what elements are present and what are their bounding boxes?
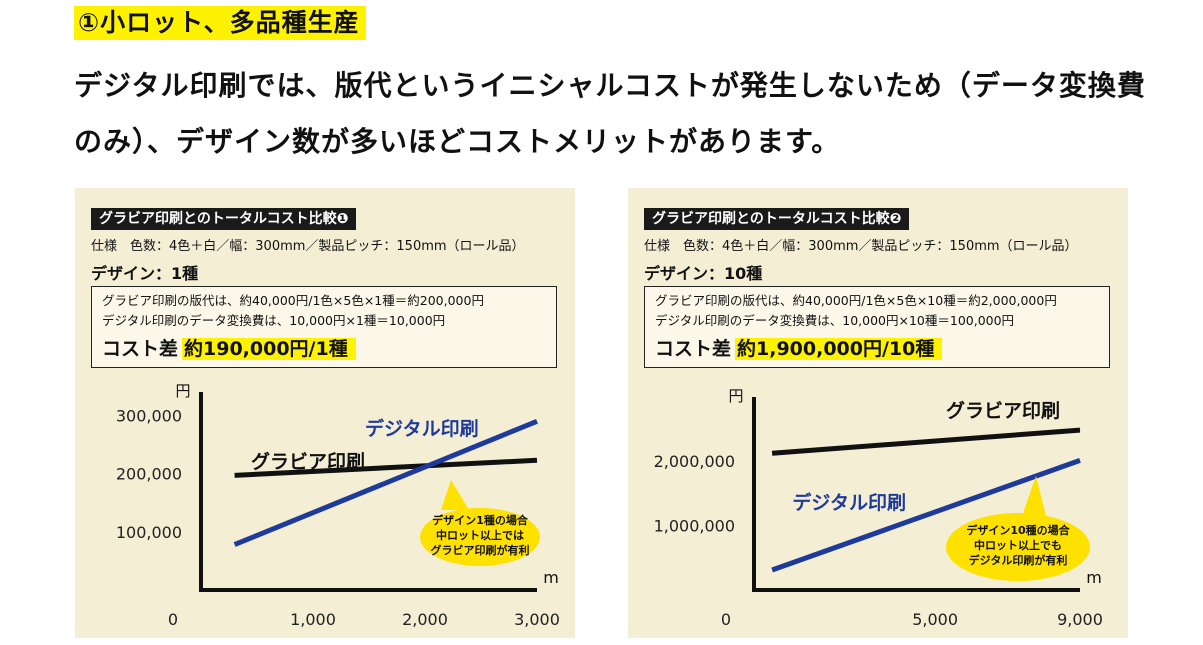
spec-text: 仕様 色数：4色＋白／幅：300mm／製品ピッチ：150mm（ロール品） bbox=[644, 239, 1078, 254]
callout-tail bbox=[1022, 476, 1046, 516]
digital-conversion-cost: デジタル印刷のデータ変換費は、10,000円×10種＝100,000円 bbox=[655, 313, 1015, 328]
y-axis-unit: 円 bbox=[175, 382, 190, 400]
y-tick-label: 300,000 bbox=[116, 406, 182, 425]
y-tick-label: 1,000,000 bbox=[654, 517, 735, 536]
callout-tail bbox=[441, 480, 469, 510]
callout-text: 中ロット以上でも bbox=[974, 538, 1062, 552]
design-count: デザイン：1種 bbox=[91, 264, 199, 283]
x-axis-unit: m bbox=[1086, 568, 1102, 587]
x-tick-label: 0 bbox=[168, 610, 178, 629]
y-tick-label: 2,000,000 bbox=[654, 452, 735, 471]
x-tick-label: 3,000 bbox=[514, 610, 560, 629]
series-label-digital: デジタル印刷 bbox=[365, 417, 479, 440]
callout-bubble bbox=[946, 513, 1090, 581]
series-line-digital bbox=[771, 458, 1081, 573]
panel-title: グラビア印刷とのトータルコスト比較❶ bbox=[91, 208, 357, 230]
y-axis-unit: 円 bbox=[728, 387, 743, 405]
cost-difference-label: コスト差 bbox=[102, 338, 179, 360]
x-axis-unit: m bbox=[543, 568, 559, 587]
cost-difference: コスト差 約1,900,000円/10種 bbox=[655, 335, 943, 363]
gravure-plate-cost: グラビア印刷の版代は、約40,000円/1色×5色×1種＝約200,000円 bbox=[102, 293, 484, 308]
cost-box: グラビア印刷の版代は、約40,000円/1色×5色×1種＝約200,000円 デ… bbox=[91, 286, 557, 368]
series-label-digital: デジタル印刷 bbox=[792, 491, 906, 514]
callout-text: デザイン10種の場合 bbox=[966, 523, 1070, 537]
digital-conversion-cost: デジタル印刷のデータ変換費は、10,000円×1種＝10,000円 bbox=[102, 313, 446, 328]
y-tick-label: 100,000 bbox=[116, 523, 182, 542]
callout-bubble bbox=[420, 508, 540, 566]
y-tick-label: 200,000 bbox=[116, 465, 182, 484]
cost-chart-1: 円 m 100,000 200,000 300,000 0 1,000 2,000 3,000 グ… bbox=[116, 382, 560, 629]
section-heading: ①小ロット、多品種生産 bbox=[74, 6, 366, 40]
comparison-panel-1: グラビア印刷とのトータルコスト比較❶ 仕様 色数：4色＋白／幅：300mm／製品… bbox=[75, 188, 575, 638]
gravure-plate-cost: グラビア印刷の版代は、約40,000円/1色×5色×10種＝約2,000,000… bbox=[655, 293, 1057, 308]
cost-box: グラビア印刷の版代は、約40,000円/1色×5色×10種＝約2,000,000… bbox=[644, 286, 1110, 368]
callout-text: デジタル印刷が有利 bbox=[969, 553, 1068, 567]
lead-text: デジタル印刷では、版代というイニシャルコストが発生しないため（データ変換費のみ）… bbox=[74, 69, 1146, 158]
spec-text: 仕様 色数：4色＋白／幅：300mm／製品ピッチ：150mm（ロール品） bbox=[91, 239, 525, 254]
callout-text: デザイン1種の場合 bbox=[432, 513, 529, 527]
cost-difference-value: 約190,000円/1種 bbox=[182, 338, 356, 360]
cost-difference-label: コスト差 bbox=[655, 338, 732, 360]
series-line-gravure bbox=[771, 427, 1081, 456]
callout-text: 中ロット以上では bbox=[436, 528, 524, 542]
panel-title: グラビア印刷とのトータルコスト比較❷ bbox=[644, 208, 910, 230]
cost-difference: コスト差 約190,000円/1種 bbox=[102, 335, 356, 363]
cost-difference-value: 約1,900,000円/10種 bbox=[735, 338, 943, 360]
callout-text: グラビア印刷が有利 bbox=[431, 543, 530, 557]
cost-chart-2: 円 m 1,000,000 2,000,000 0 5,000 9,000 グラビア印刷デジタ… bbox=[654, 387, 1103, 629]
x-tick-label: 2,000 bbox=[402, 610, 448, 629]
series-line-digital bbox=[233, 418, 538, 547]
series-label-gravure: グラビア印刷 bbox=[946, 399, 1060, 422]
x-tick-label: 0 bbox=[721, 610, 731, 629]
design-count: デザイン：10種 bbox=[644, 264, 763, 283]
x-tick-label: 9,000 bbox=[1057, 610, 1103, 629]
x-tick-label: 1,000 bbox=[290, 610, 336, 629]
series-label-gravure: グラビア印刷 bbox=[251, 450, 365, 473]
x-tick-label: 5,000 bbox=[912, 610, 958, 629]
comparison-panel-2: グラビア印刷とのトータルコスト比較❷ 仕様 色数：4色＋白／幅：300mm／製品… bbox=[628, 188, 1128, 638]
series-line-gravure bbox=[234, 457, 538, 478]
